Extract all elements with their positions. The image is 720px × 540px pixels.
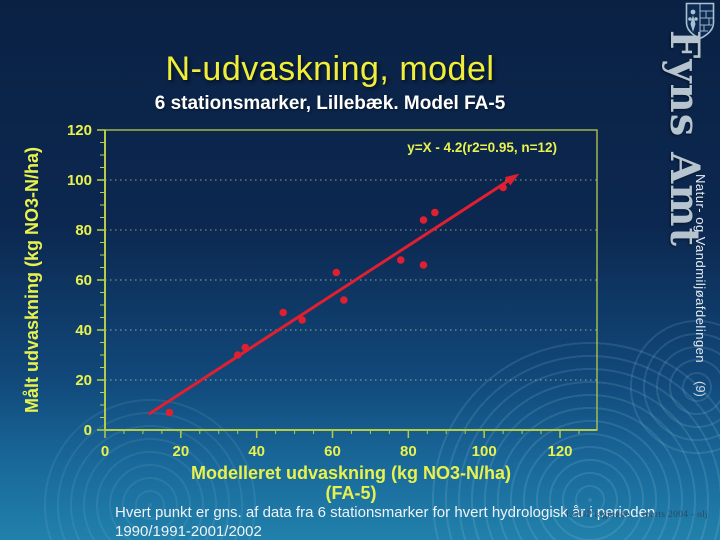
x-axis-tick-label: 80 bbox=[400, 443, 417, 460]
data-point bbox=[396, 256, 405, 264]
y-axis-tick-label: 40 bbox=[75, 322, 92, 339]
data-point bbox=[419, 216, 428, 224]
data-point bbox=[279, 308, 288, 317]
footer-note-line1: Hvert punkt er gns. af data fra 6 statio… bbox=[115, 504, 656, 521]
x-axis-title-line2: (FA-5) bbox=[326, 483, 377, 503]
data-point bbox=[241, 343, 250, 352]
y-axis-tick-label: 120 bbox=[67, 122, 92, 139]
data-point bbox=[431, 208, 439, 217]
trend-line-arrowhead bbox=[504, 173, 520, 186]
y-axis-tick-label: 100 bbox=[67, 172, 92, 189]
slide-title: N-udvaskning, model bbox=[165, 50, 495, 88]
trend-line bbox=[147, 176, 514, 416]
fyns-amt-logo-icon bbox=[685, 2, 715, 40]
credit-text: LOOP fagmøde. – marts 2004 - olj bbox=[566, 510, 708, 520]
data-point bbox=[419, 261, 428, 269]
y-axis-tick-label: 20 bbox=[75, 372, 92, 389]
department-name-vertical: Natur- og Vandmiljøafdelingen bbox=[693, 174, 708, 364]
data-point bbox=[298, 316, 306, 324]
y-axis-title: Målt udvaskning (kg NO3-N/ha) bbox=[22, 147, 42, 413]
slide-subtitle: 6 stationsmarker, Lillebæk. Model FA-5 bbox=[154, 93, 506, 114]
slide-number: (9) bbox=[693, 381, 708, 397]
trend-equation: y=X - 4.2(r2=0.95, n=12) bbox=[407, 140, 557, 155]
y-axis-tick-label: 60 bbox=[75, 272, 92, 289]
org-name-vertical: Fyns Amt bbox=[661, 30, 708, 248]
data-point bbox=[332, 268, 341, 277]
footer-note-line2: 1990/1991-2001/2002 bbox=[115, 523, 262, 540]
data-point bbox=[499, 183, 507, 192]
data-point bbox=[233, 351, 242, 359]
y-axis-tick-label: 80 bbox=[75, 222, 92, 239]
data-point bbox=[340, 296, 348, 304]
x-axis-tick-label: 60 bbox=[324, 443, 341, 460]
footer-note: Hvert punkt er gns. af data fra 6 statio… bbox=[115, 503, 655, 540]
